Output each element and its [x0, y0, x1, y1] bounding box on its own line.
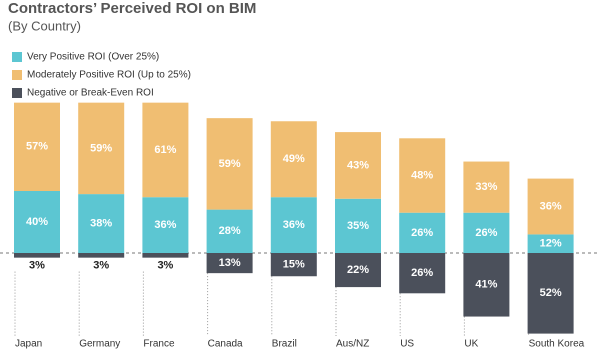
value-label: 28% — [219, 225, 241, 237]
value-label: 15% — [283, 259, 305, 271]
x-tick-label: South Korea — [529, 339, 585, 350]
bar-segment — [142, 197, 189, 253]
legend-label: Negative or Break-Even ROI — [27, 88, 154, 99]
value-label: 26% — [411, 227, 433, 239]
value-label: 40% — [26, 216, 48, 228]
bar-segment — [270, 197, 317, 253]
bar-segment — [463, 253, 510, 317]
value-label: 41% — [475, 279, 497, 291]
x-tick-label: Germany — [79, 339, 120, 350]
value-label: 3% — [157, 260, 173, 272]
bar-segment — [78, 102, 125, 195]
bar-segment — [527, 178, 574, 235]
bar-segment — [142, 102, 189, 198]
legend-swatch — [12, 88, 22, 98]
value-label: 26% — [411, 267, 433, 279]
x-tick-label: UK — [464, 339, 478, 350]
value-label: 57% — [26, 141, 48, 153]
value-label: 26% — [475, 227, 497, 239]
bar-segment — [14, 102, 60, 191]
value-label: 3% — [29, 260, 45, 272]
bar-segment — [142, 253, 189, 258]
value-label: 35% — [347, 220, 369, 232]
value-label: 49% — [283, 153, 305, 165]
x-tick-label: Japan — [15, 339, 42, 350]
value-label: 52% — [540, 287, 562, 299]
bar-segment — [14, 253, 60, 258]
bar-segment — [463, 212, 510, 253]
bar-segment — [399, 138, 446, 213]
x-tick-label: Aus/NZ — [336, 339, 369, 350]
bar-segment — [270, 253, 317, 277]
legend-swatch — [12, 52, 22, 62]
value-label: 36% — [283, 219, 305, 231]
bar-segment — [399, 253, 446, 294]
x-tick-label: Canada — [208, 339, 243, 350]
chart-subtitle: (By Country) — [8, 18, 81, 33]
value-label: 12% — [540, 238, 562, 250]
value-label: 33% — [475, 181, 497, 193]
bar-segment — [78, 194, 125, 253]
x-tick-label: Brazil — [272, 339, 297, 350]
bar-segment — [270, 121, 317, 198]
bar-segment — [206, 253, 253, 274]
value-label: 13% — [219, 257, 241, 269]
chart-title: Contractors’ Perceived ROI on BIM — [8, 0, 256, 17]
bar-segment — [78, 253, 125, 258]
legend-label: Moderately Positive ROI (Up to 25%) — [27, 70, 191, 81]
bar-segment — [206, 118, 253, 210]
value-label: 3% — [93, 260, 109, 272]
value-label: 36% — [154, 219, 176, 231]
bar-segment — [527, 234, 574, 253]
bar-segment — [335, 132, 381, 199]
bar-segment — [206, 209, 253, 253]
value-label: 43% — [347, 159, 369, 171]
value-label: 48% — [411, 169, 433, 181]
value-label: 59% — [90, 142, 112, 154]
bar-segment — [527, 253, 574, 334]
value-label: 22% — [347, 264, 369, 276]
legend-label: Very Positive ROI (Over 25%) — [27, 52, 159, 63]
x-tick-label: France — [143, 339, 175, 350]
bar-segment — [399, 212, 446, 253]
bar-segment — [335, 253, 381, 288]
legend-swatch — [12, 70, 22, 80]
bar-segment — [463, 161, 510, 213]
x-tick-label: US — [400, 339, 414, 350]
value-label: 61% — [154, 144, 176, 156]
value-label: 38% — [90, 217, 112, 229]
bar-segment — [335, 198, 381, 253]
bar-segment — [14, 191, 60, 253]
value-label: 36% — [540, 200, 562, 212]
value-label: 59% — [219, 158, 241, 170]
